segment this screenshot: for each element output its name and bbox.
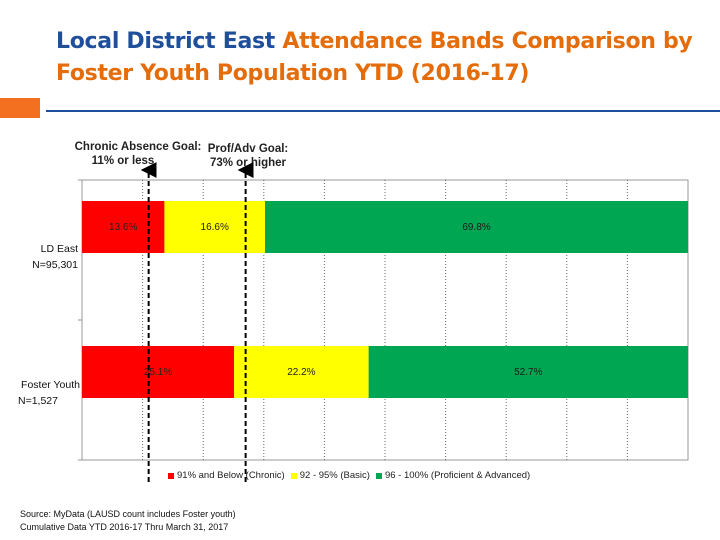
chronic-goal-line1: Chronic Absence Goal: [74, 141, 202, 153]
title-divider-line [46, 110, 720, 112]
category-label-ld-east: LD East N=95,301 [28, 241, 78, 273]
legend-item-basic: 92 - 95% (Basic) [290, 470, 370, 481]
bar-basic-1 [234, 346, 369, 398]
chronic-goal-label: Chronic Absence Goal: 11% or less [58, 140, 218, 168]
legend-swatch-chronic [168, 472, 174, 479]
data-label-basic-1: 22.2% [287, 367, 315, 378]
source-line1: Source: MyData (LAUSD count includes Fos… [20, 509, 236, 519]
chart-title: Local District East Attendance Bands Com… [56, 26, 706, 90]
category-ld-east-count: N=95,301 [32, 259, 78, 271]
data-label-chronic-0: 13.6% [109, 222, 137, 233]
source-note: Source: MyData (LAUSD count includes Fos… [20, 508, 236, 534]
legend-label-proficient: 96 - 100% (Proficient & Advanced) [384, 470, 531, 481]
title-part-district: Local District East [56, 29, 283, 54]
legend-item-proficient: 96 - 100% (Proficient & Advanced) [375, 470, 531, 481]
chart-legend: 91% and Below (Chronic) 92 - 95% (Basic)… [168, 470, 536, 481]
category-label-foster-youth: Foster Youth N=1,527 [14, 377, 80, 409]
category-ld-east-name: LD East [40, 243, 78, 255]
chronic-goal-line2: 11% or less [91, 155, 155, 167]
data-label-chronic-1: 25.1% [144, 367, 172, 378]
data-label-proficient-0: 69.8% [462, 222, 490, 233]
bar-chronic-0 [82, 201, 165, 253]
bar-proficient-0 [265, 201, 688, 253]
legend-swatch-proficient [375, 472, 382, 479]
legend-label-basic: 92 - 95% (Basic) [299, 470, 370, 481]
accent-block [0, 98, 40, 118]
category-foster-name: Foster Youth [21, 379, 80, 391]
title-part-population: Foster Youth Population YTD (2016-17) [56, 61, 530, 86]
bar-proficient-1 [368, 346, 688, 398]
title-part-comparison: Attendance Bands Comparison by [282, 29, 693, 54]
data-label-basic-0: 16.6% [201, 222, 229, 233]
legend-swatch-basic [290, 472, 297, 479]
source-line2: Cumulative Data YTD 2016-17 Thru March 3… [20, 522, 229, 532]
data-label-proficient-1: 52.7% [514, 367, 542, 378]
bar-basic-0 [164, 201, 266, 253]
category-foster-count: N=1,527 [18, 395, 58, 407]
bar-chronic-1 [82, 346, 235, 398]
legend-label-chronic: 91% and Below (Chronic) [177, 470, 285, 481]
prof-goal-line1: Prof/Adv Goal: [207, 143, 289, 155]
legend-item-chronic: 91% and Below (Chronic) [168, 470, 285, 481]
